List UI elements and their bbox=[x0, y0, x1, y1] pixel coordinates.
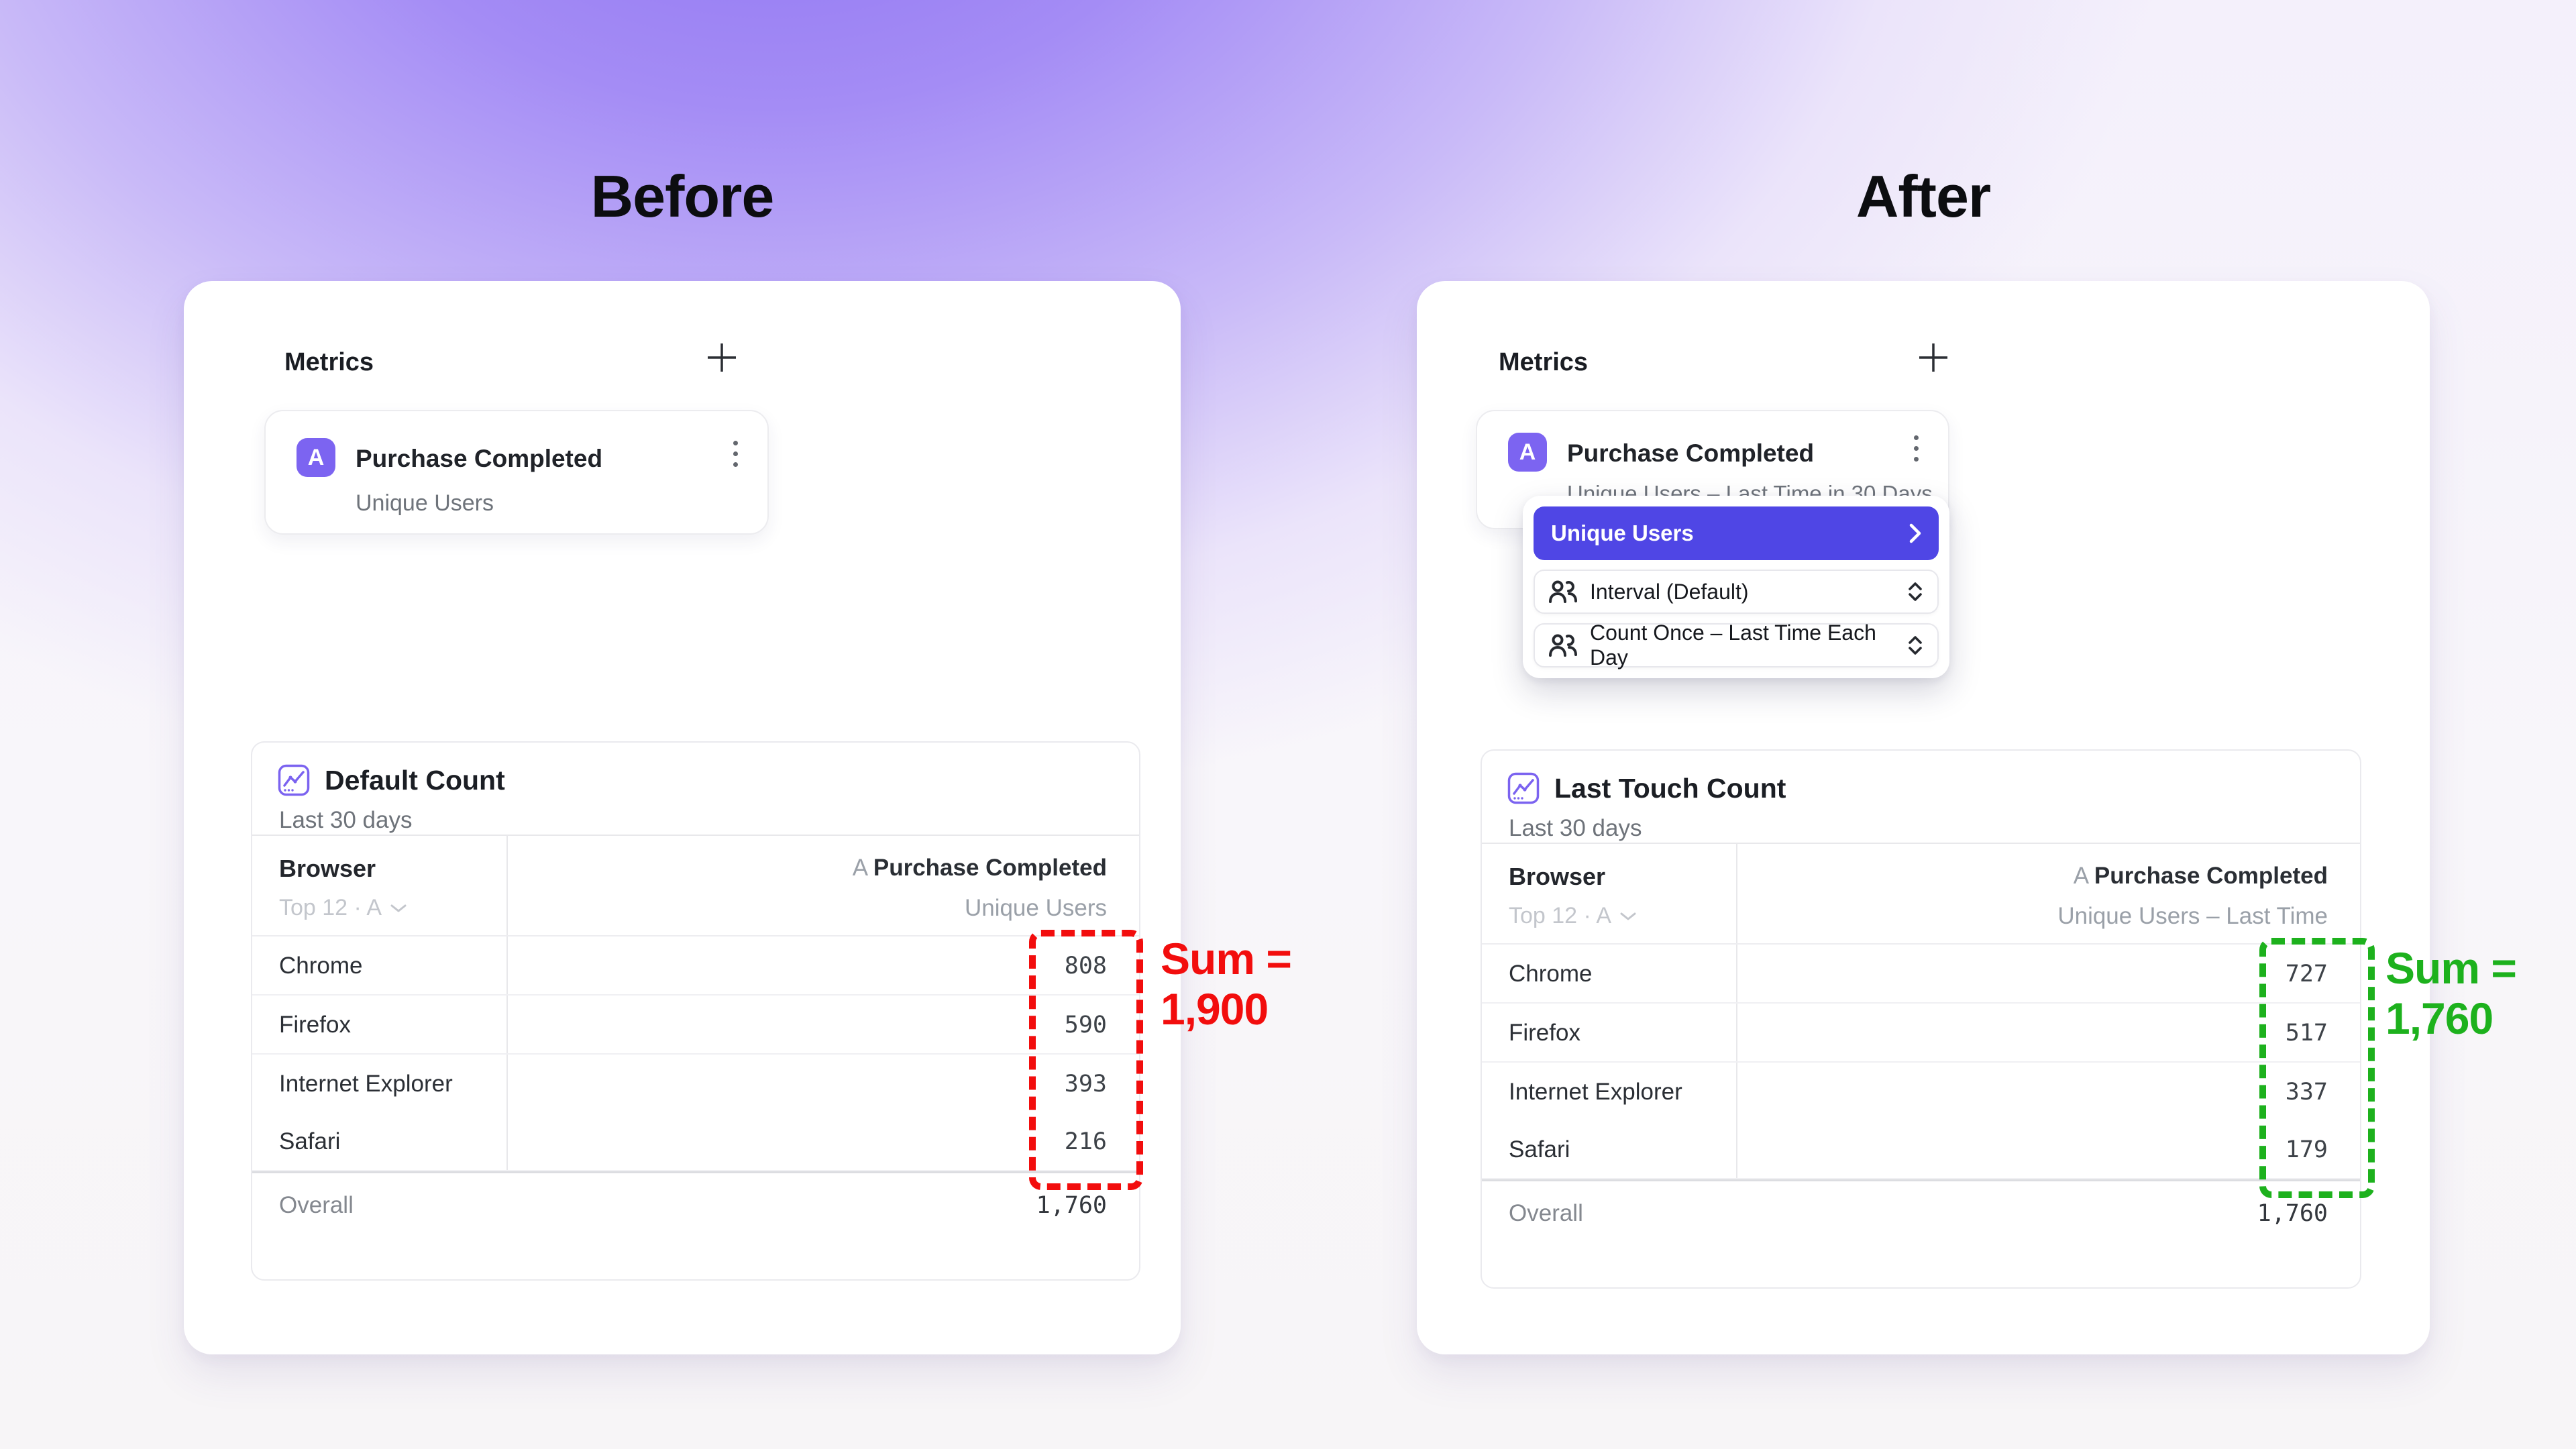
table-title: Last Touch Count bbox=[1554, 772, 1786, 804]
table-header-row: Browser Top 12 · A A Purchase Completed … bbox=[1482, 844, 2360, 945]
after-title: After bbox=[1856, 163, 1991, 229]
sum-annotation-red: Sum = 1,900 bbox=[1161, 934, 1292, 1034]
metric-badge: A bbox=[1508, 433, 1547, 472]
table-row[interactable]: Safari 216 bbox=[252, 1112, 1139, 1171]
plus-icon bbox=[1915, 339, 1951, 376]
measured-as-dropdown: Unique Users Interval (Default) bbox=[1523, 496, 1949, 678]
table-date-range: Last 30 days bbox=[1509, 815, 1642, 841]
metric-column-subheader: Unique Users bbox=[964, 895, 1107, 921]
overall-row: Overall 1,760 bbox=[1482, 1179, 2360, 1243]
browser-column-header: Browser bbox=[279, 855, 376, 882]
add-metric-button[interactable] bbox=[1913, 337, 1953, 378]
dropdown-option-count-once[interactable]: Count Once – Last Time Each Day bbox=[1534, 621, 1939, 669]
chevron-down-icon bbox=[390, 903, 407, 914]
overall-row: Overall 1,760 bbox=[252, 1171, 1139, 1235]
metric-column-header: A Purchase Completed bbox=[2073, 863, 2328, 889]
sum-highlight-box-green bbox=[2259, 938, 2375, 1198]
before-panel: Metrics A Purchase Completed Unique User… bbox=[184, 281, 1181, 1354]
updown-chevrons-icon bbox=[1907, 582, 1924, 602]
table-header-row: Browser Top 12 · A A Purchase Completed … bbox=[252, 836, 1139, 936]
metric-chip-title: Purchase Completed bbox=[1567, 439, 1815, 467]
kebab-menu-icon[interactable] bbox=[1914, 435, 1919, 462]
kebab-menu-icon[interactable] bbox=[733, 441, 738, 467]
sum-highlight-box-red bbox=[1029, 930, 1143, 1190]
line-chart-icon bbox=[278, 764, 310, 796]
metric-chip[interactable]: A Purchase Completed Unique Users bbox=[264, 410, 769, 535]
table-row[interactable]: Chrome 808 bbox=[252, 936, 1139, 996]
plus-icon bbox=[704, 339, 740, 376]
metrics-section-title: Metrics bbox=[284, 348, 374, 376]
last-touch-count-table: Last Touch Count Last 30 days Browser To… bbox=[1481, 749, 2361, 1289]
default-count-table: Default Count Last 30 days Browser Top 1… bbox=[251, 741, 1140, 1281]
chevron-right-icon bbox=[1909, 523, 1921, 543]
table-row[interactable]: Internet Explorer 393 bbox=[279, 1071, 1107, 1097]
metric-column-subheader: Unique Users – Last Time bbox=[2057, 903, 2328, 929]
table-row[interactable]: Firefox 590 bbox=[252, 996, 1139, 1055]
add-metric-button[interactable] bbox=[702, 337, 742, 378]
table-row[interactable]: Firefox 517 bbox=[1482, 1004, 2360, 1063]
users-icon bbox=[1548, 580, 1578, 604]
before-title: Before bbox=[590, 163, 775, 229]
metric-badge: A bbox=[297, 438, 335, 477]
dropdown-option-interval[interactable]: Interval (Default) bbox=[1534, 570, 1939, 614]
metric-chip-subtitle: Unique Users bbox=[356, 490, 494, 516]
updown-chevrons-icon bbox=[1907, 635, 1924, 655]
metric-chip-title: Purchase Completed bbox=[356, 445, 603, 472]
metrics-section-title: Metrics bbox=[1499, 348, 1589, 376]
browser-column-header: Browser bbox=[1509, 863, 1606, 890]
table-row[interactable]: Chrome 727 bbox=[1482, 945, 2360, 1004]
dropdown-selected-unique-users[interactable]: Unique Users bbox=[1534, 506, 1939, 560]
users-icon bbox=[1548, 633, 1578, 657]
sum-annotation-green: Sum = 1,760 bbox=[2385, 943, 2517, 1044]
browser-filter[interactable]: Top 12 · A bbox=[279, 895, 407, 921]
line-chart-icon bbox=[1507, 772, 1540, 804]
column-divider bbox=[506, 836, 508, 1173]
metric-column-header: A Purchase Completed bbox=[852, 855, 1107, 881]
table-title: Default Count bbox=[325, 764, 505, 796]
table-row[interactable]: Internet Explorer 337 bbox=[1509, 1079, 2328, 1106]
browser-filter[interactable]: Top 12 · A bbox=[1509, 903, 1637, 929]
chevron-down-icon bbox=[1619, 911, 1637, 922]
table-date-range: Last 30 days bbox=[279, 807, 413, 833]
table-row[interactable]: Safari 179 bbox=[1482, 1120, 2360, 1179]
column-divider bbox=[1736, 844, 1737, 1181]
